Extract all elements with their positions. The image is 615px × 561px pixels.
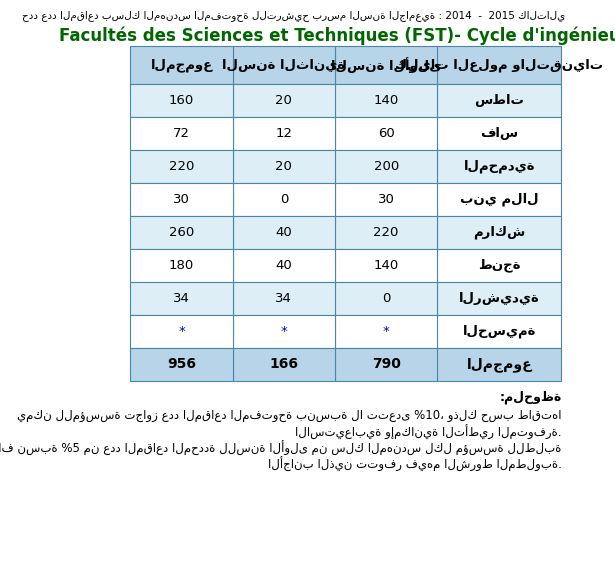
Bar [335,282,437,315]
Bar [437,117,561,150]
Bar [130,84,232,117]
Text: السنة الأولى: السنة الأولى [331,57,442,73]
Text: *: * [178,325,185,338]
Text: 20: 20 [276,94,292,107]
Text: 20: 20 [276,160,292,173]
Bar [232,46,335,84]
Text: 260: 260 [169,226,194,239]
Bar [232,183,335,216]
Bar [232,348,335,381]
Bar [437,315,561,348]
Text: المحمدية: المحمدية [464,160,535,173]
Bar [232,249,335,282]
Text: 160: 160 [169,94,194,107]
Text: السنة الثانية: السنة الثانية [222,58,346,71]
Bar [130,216,232,249]
Text: كليات العلوم والتقنيات: كليات العلوم والتقنيات [395,58,603,72]
Text: 140: 140 [373,94,399,107]
Text: 40: 40 [276,259,292,272]
Text: تضاف نسبة %5 من عدد المقاعد المحددة للسنة الأولى من سلك المهندس لكل مؤسسة للطلبة: تضاف نسبة %5 من عدد المقاعد المحددة للسن… [0,441,561,456]
Text: 790: 790 [371,357,400,371]
Bar [232,150,335,183]
Text: فاس: فاس [480,127,518,140]
Bar [232,117,335,150]
Text: سطات: سطات [474,94,525,107]
Text: 30: 30 [378,193,395,206]
Text: المجموع: المجموع [151,58,213,72]
Bar [437,150,561,183]
Text: بني ملال: بني ملال [460,193,539,206]
Bar [232,282,335,315]
Bar [335,117,437,150]
Text: *: * [280,325,287,338]
Text: حدد عدد المقاعد بسلك المهندس المفتوحة للترشيح برسم السنة الجامعية : 2014  -  201: حدد عدد المقاعد بسلك المهندس المفتوحة لل… [22,10,565,21]
Bar [232,84,335,117]
Text: 956: 956 [167,357,196,371]
Bar [335,249,437,282]
Bar [437,183,561,216]
Bar [437,348,561,381]
Text: الرشيدية: الرشيدية [459,292,540,305]
Bar [437,46,561,84]
Text: الاستيعابية وإمكانية التأطير المتوفرة.: الاستيعابية وإمكانية التأطير المتوفرة. [295,425,561,440]
Bar [130,46,232,84]
Text: 220: 220 [373,226,399,239]
Bar [232,216,335,249]
Bar [130,117,232,150]
Bar [437,282,561,315]
Bar [130,315,232,348]
Text: 34: 34 [173,292,190,305]
Text: الحسيمة: الحسيمة [462,325,536,338]
Bar [130,282,232,315]
Bar [437,216,561,249]
Text: 40: 40 [276,226,292,239]
Text: 180: 180 [169,259,194,272]
Bar [335,183,437,216]
Bar [437,84,561,117]
Text: يمكن للمؤسسة تجاوز عدد المقاعد المفتوحة بنسبة لا تتعدى %10، وذلك حسب طاقتها: يمكن للمؤسسة تجاوز عدد المقاعد المفتوحة … [17,409,561,422]
Bar [130,183,232,216]
Text: طنجة: طنجة [478,259,521,272]
Text: الأجانب الذين تتوفر فيهم الشروط المطلوبة.: الأجانب الذين تتوفر فيهم الشروط المطلوبة… [268,457,561,472]
Text: :ملحوظة: :ملحوظة [499,391,561,404]
Bar [232,315,335,348]
Bar [130,249,232,282]
Bar [335,46,437,84]
Text: 72: 72 [173,127,190,140]
Bar [335,84,437,117]
Text: Facultés des Sciences et Techniques (FST)- Cycle d'ingénieur: Facultés des Sciences et Techniques (FST… [59,26,615,44]
Text: 30: 30 [173,193,190,206]
Text: 12: 12 [276,127,292,140]
Bar [335,216,437,249]
Bar [130,150,232,183]
Text: 0: 0 [382,292,391,305]
Text: 200: 200 [373,160,399,173]
Bar [335,348,437,381]
Bar [130,348,232,381]
Text: 34: 34 [276,292,292,305]
Text: المجموع: المجموع [467,357,532,372]
Text: 166: 166 [269,357,298,371]
Text: *: * [383,325,389,338]
Bar [437,249,561,282]
Bar [335,315,437,348]
Text: 60: 60 [378,127,394,140]
Text: 220: 220 [169,160,194,173]
Text: 0: 0 [280,193,288,206]
Text: مراكش: مراكش [473,226,525,239]
Bar [335,150,437,183]
Text: 140: 140 [373,259,399,272]
